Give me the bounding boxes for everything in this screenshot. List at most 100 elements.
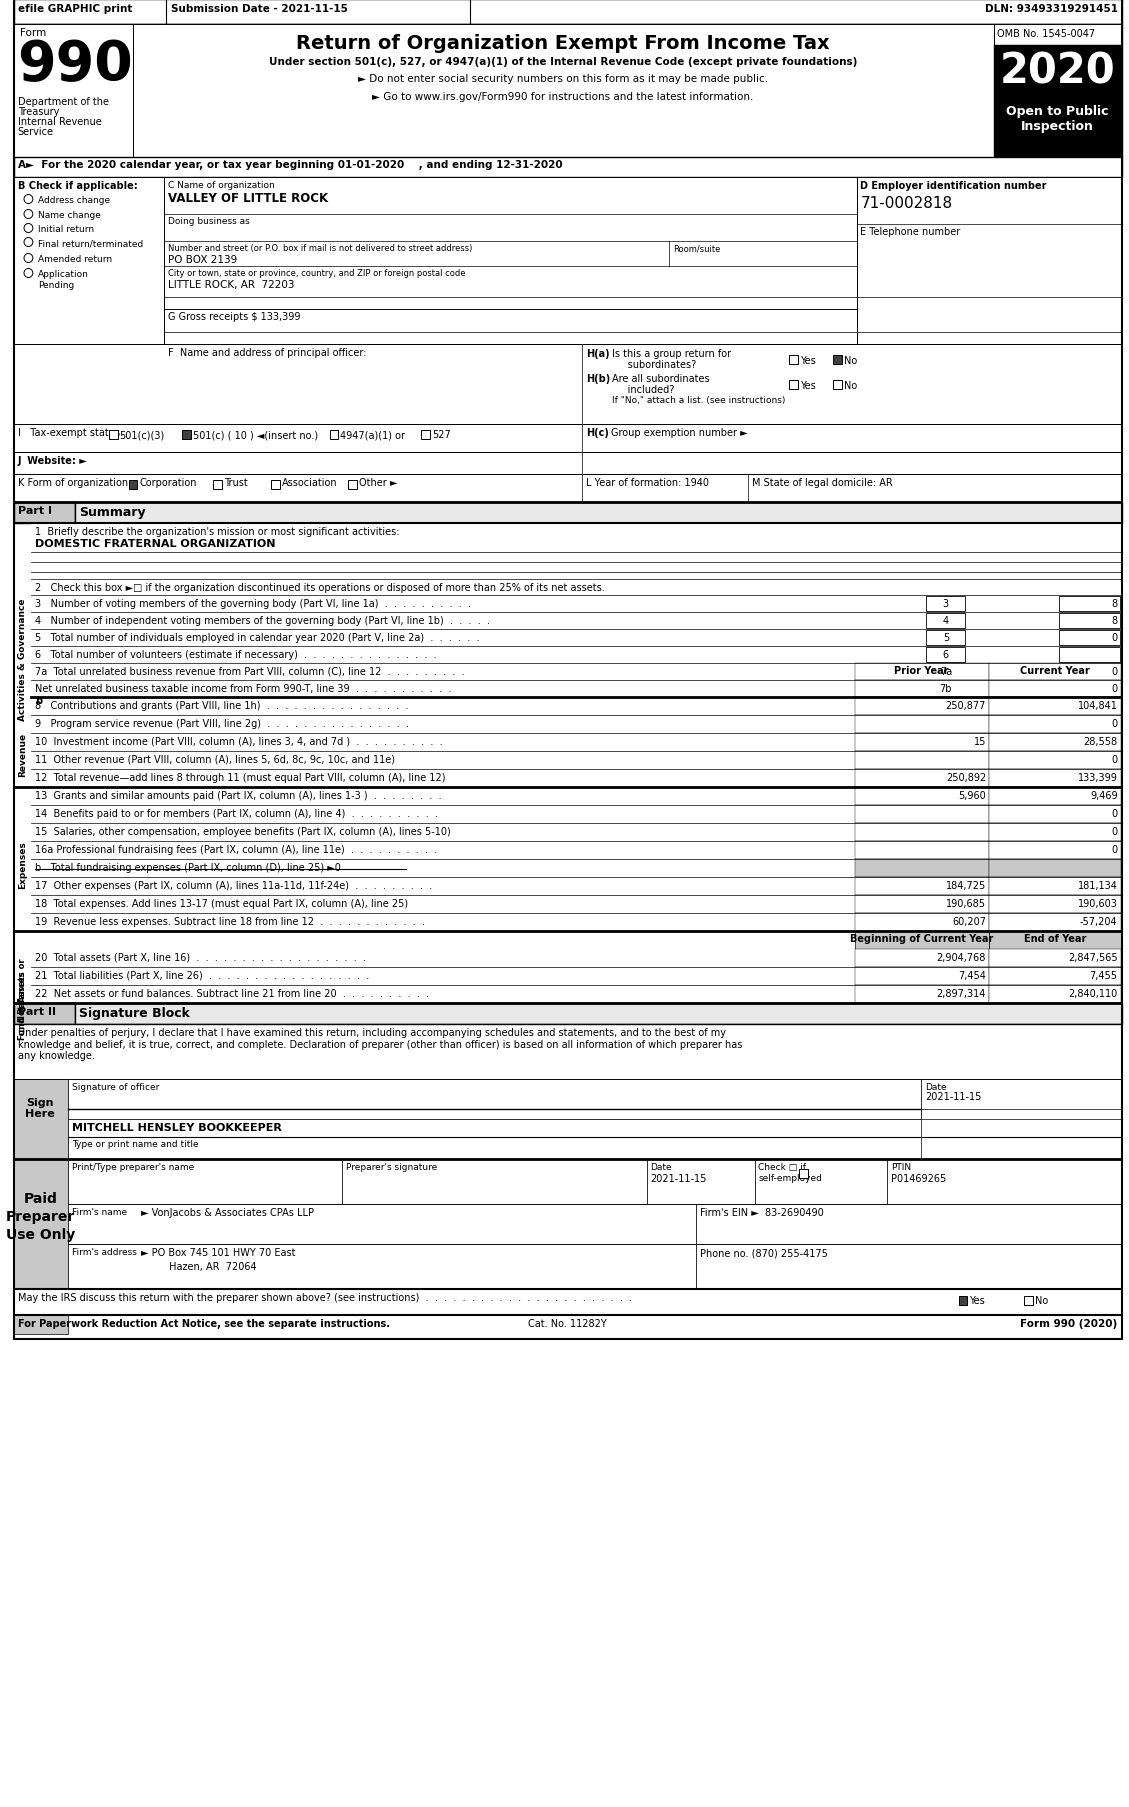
Text: 2021-11-15: 2021-11-15 [926,1091,981,1102]
Text: Other ►: Other ► [359,477,397,488]
Bar [133,25,994,157]
Text: Firm's name: Firm's name [71,1207,126,1216]
Bar [754,1160,887,1203]
Bar [14,1079,68,1160]
Text: Service: Service [18,126,53,137]
Text: 18  Total expenses. Add lines 13-17 (must equal Part IX, column (A), line 25): 18 Total expenses. Add lines 13-17 (must… [35,898,409,909]
Text: Date: Date [926,1082,947,1091]
Text: Group exemption number ►: Group exemption number ► [611,428,747,437]
Text: PO BOX 2139: PO BOX 2139 [168,255,237,266]
Text: Association: Association [281,477,338,488]
Text: Internal Revenue: Internal Revenue [18,117,102,126]
Text: 2021-11-15: 2021-11-15 [650,1173,707,1184]
Text: 7a  Total unrelated business revenue from Part VIII, column (C), line 12  .  .  : 7a Total unrelated business revenue from… [35,667,465,676]
Bar [68,1119,921,1160]
Text: 20  Total assets (Part X, line 16)  .  .  .  .  .  .  .  .  .  .  .  .  .  .  . : 20 Total assets (Part X, line 16) . . . … [35,952,366,963]
Text: No: No [843,356,857,365]
Bar [833,381,842,390]
Text: 3   Number of voting members of the governing body (Part VI, line 1a)  .  .  .  : 3 Number of voting members of the govern… [35,598,471,609]
Text: Signature Block: Signature Block [79,1006,191,1019]
Text: Under penalties of perjury, I declare that I have examined this return, includin: Under penalties of perjury, I declare th… [18,1028,742,1061]
Bar [989,752,1120,770]
Bar [213,481,221,490]
Bar [68,1079,921,1119]
Text: Application: Application [38,269,89,278]
Bar [14,0,1121,1339]
Text: 0: 0 [1111,755,1118,764]
Text: Check □ if: Check □ if [759,1162,806,1171]
Text: Return of Organization Exempt From Income Tax: Return of Organization Exempt From Incom… [297,34,830,52]
Text: 990: 990 [18,38,133,92]
Bar [855,716,989,734]
Bar [271,481,280,490]
Text: Signature of officer: Signature of officer [71,1082,159,1091]
Bar [855,681,989,698]
Bar [855,698,989,716]
Text: ► VonJacobs & Associates CPAs LLP: ► VonJacobs & Associates CPAs LLP [141,1207,314,1218]
Bar [1059,596,1120,611]
Bar [989,663,1120,681]
Bar [926,681,965,698]
Bar [855,860,989,878]
Bar [989,896,1120,914]
Text: Type or print name and title: Type or print name and title [71,1140,199,1149]
Bar [129,481,138,490]
Text: 5: 5 [943,632,949,643]
Text: Open to Public
Inspection: Open to Public Inspection [1006,105,1109,134]
Bar [1059,647,1120,663]
Bar [789,356,798,365]
Text: efile GRAPHIC print: efile GRAPHIC print [18,4,132,14]
Text: E Telephone number: E Telephone number [860,228,961,237]
Bar [695,1203,1121,1245]
Text: ► Do not enter social security numbers on this form as it may be made public.: ► Do not enter social security numbers o… [358,74,768,83]
Text: 7,455: 7,455 [1089,970,1118,981]
Text: F  Name and address of principal officer:: F Name and address of principal officer: [168,347,366,358]
Bar [926,631,965,645]
Bar [855,878,989,896]
Text: 11  Other revenue (Part VIII, column (A), lines 5, 6d, 8c, 9c, 10c, and 11e): 11 Other revenue (Part VIII, column (A),… [35,755,395,764]
Text: Current Year: Current Year [1019,665,1089,676]
Text: 15  Salaries, other compensation, employee benefits (Part IX, column (A), lines : 15 Salaries, other compensation, employe… [35,826,452,837]
Text: No: No [1035,1296,1049,1305]
Text: 9,469: 9,469 [1089,791,1118,801]
Text: 0: 0 [1111,826,1118,837]
Bar [14,157,1121,177]
Bar [14,1025,1121,1079]
Text: 501(c) ( 10 ) ◄(insert no.): 501(c) ( 10 ) ◄(insert no.) [193,430,318,439]
Text: H(a): H(a) [586,349,610,360]
Text: 184,725: 184,725 [946,880,986,891]
Text: For Paperwork Reduction Act Notice, see the separate instructions.: For Paperwork Reduction Act Notice, see … [18,1319,390,1328]
Text: B Check if applicable:: B Check if applicable: [18,181,138,192]
Text: Print/Type preparer's name: Print/Type preparer's name [71,1162,194,1171]
Text: 12  Total revenue—add lines 8 through 11 (must equal Part VIII, column (A), line: 12 Total revenue—add lines 8 through 11 … [35,773,446,782]
Text: 9   Program service revenue (Part VIII, line 2g)  .  .  .  .  .  .  .  .  .  .  : 9 Program service revenue (Part VIII, li… [35,719,410,728]
Text: Net unrelated business taxable income from Form 990-T, line 39  .  .  .  .  .  .: Net unrelated business taxable income fr… [35,683,452,694]
Bar [68,1245,695,1288]
Bar [855,842,989,860]
Text: Firm's EIN ►  83-2690490: Firm's EIN ► 83-2690490 [700,1207,823,1218]
Text: ► PO Box 745 101 HWY 70 East: ► PO Box 745 101 HWY 70 East [141,1247,296,1258]
Bar [989,878,1120,896]
Text: Part II: Part II [18,1006,55,1016]
Bar [926,647,965,663]
Text: Initial return: Initial return [38,224,95,233]
Text: -57,204: -57,204 [1080,916,1118,927]
Text: Trust: Trust [224,477,247,488]
Text: G Gross receipts $ 133,399: G Gross receipts $ 133,399 [168,313,300,322]
Text: End of Year: End of Year [1024,934,1086,943]
Text: 19  Revenue less expenses. Subtract line 18 from line 12  .  .  .  .  .  .  .  .: 19 Revenue less expenses. Subtract line … [35,916,426,927]
Bar [994,25,1121,157]
Text: 4947(a)(1) or: 4947(a)(1) or [341,430,405,439]
Text: Number and street (or P.O. box if mail is not delivered to street address): Number and street (or P.O. box if mail i… [168,244,472,253]
Text: Date: Date [650,1162,672,1171]
Text: Activities & Governance: Activities & Governance [18,598,27,721]
Bar [75,1003,1121,1025]
Text: 181,134: 181,134 [1078,880,1118,891]
Text: 2,840,110: 2,840,110 [1068,988,1118,999]
Bar [855,931,989,949]
Bar [14,1160,68,1334]
Bar [855,788,989,806]
Text: VALLEY OF LITTLE ROCK: VALLEY OF LITTLE ROCK [168,192,327,204]
Text: Part I: Part I [18,506,52,515]
Bar [1059,614,1120,629]
